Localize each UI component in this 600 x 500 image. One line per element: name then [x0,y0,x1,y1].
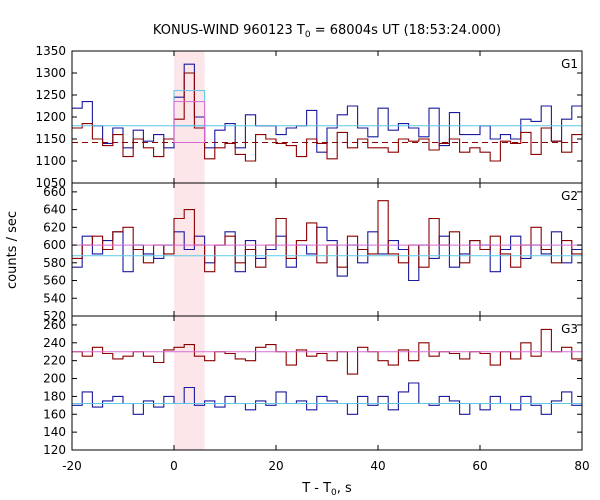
chart-title-subscript: 0 [305,30,311,40]
y-tick-label: 260 [43,318,66,332]
y-tick-label: 1350 [35,44,66,58]
y-tick-label: 220 [43,354,66,368]
series-blue-line [72,382,582,415]
series-red-line [72,72,582,162]
panel-frame [71,315,583,451]
y-tick-label: 1250 [35,88,66,102]
y-tick-label: 640 [43,203,66,217]
y-tick-label: 240 [43,336,66,350]
y-tick-label: 580 [43,256,66,270]
y-tick-label: 1150 [35,132,66,146]
x-tick-label: -20 [62,459,82,473]
y-tick-label: 620 [43,220,66,234]
panel-g2: 520 540 560 580 600 620 640 660 G2 [43,182,583,323]
y-axis-label: counts / sec [5,211,20,289]
panel-label: G2 [561,189,578,203]
y-tick-label: 200 [43,372,66,386]
x-tick-label: 0 [170,459,178,473]
series-blue-line [72,226,582,282]
x-tick-label: 80 [574,459,589,473]
y-tick-label: 160 [43,407,66,421]
panel-label: G3 [561,322,578,336]
y-tick-label: 1200 [35,110,66,124]
series-blue-line [72,63,582,153]
panel-g1: 1050 1100 1150 1200 1250 1300 1350 G1 [35,44,583,190]
x-axis-label: T - T0, s [301,481,352,498]
y-tick-label: 540 [43,291,66,305]
y-tick-label: 140 [43,425,66,439]
x-axis-label-subscript: 0 [331,488,337,498]
chart-title-tail: = 68004s UT (18:53:24.000) [311,23,501,38]
y-tick-label: 600 [43,238,66,252]
y-tick-label: 520 [43,309,66,323]
y-tick-label: 660 [43,185,66,199]
x-axis-label-tail: , s [337,481,352,496]
x-tick-label: 60 [472,459,487,473]
x-axis-label-main: T - T [301,481,331,496]
panel-g3: 120 140 160 180 200 220 240 260 G3 [43,315,583,457]
shaded-interval [174,316,205,450]
y-tick-label: 1300 [35,66,66,80]
x-tick-label: 20 [268,459,283,473]
plot-area: 1050110011501200125013001350G15205405605… [35,44,589,473]
y-tick-label: 180 [43,389,66,403]
y-tick-label: 120 [43,443,66,457]
chart-title-main: KONUS-WIND 960123 T [153,23,305,38]
panel-frame [71,50,583,184]
y-tick-label: 1050 [35,176,66,190]
chart-title: KONUS-WIND 960123 T0 = 68004s UT (18:53:… [153,23,501,40]
y-tick-label: 1100 [35,154,66,168]
panel-label: G1 [561,57,578,71]
highlight-box [173,101,206,144]
x-tick-label: 40 [370,459,385,473]
series-red-line [72,328,582,375]
y-tick-label: 560 [43,274,66,288]
